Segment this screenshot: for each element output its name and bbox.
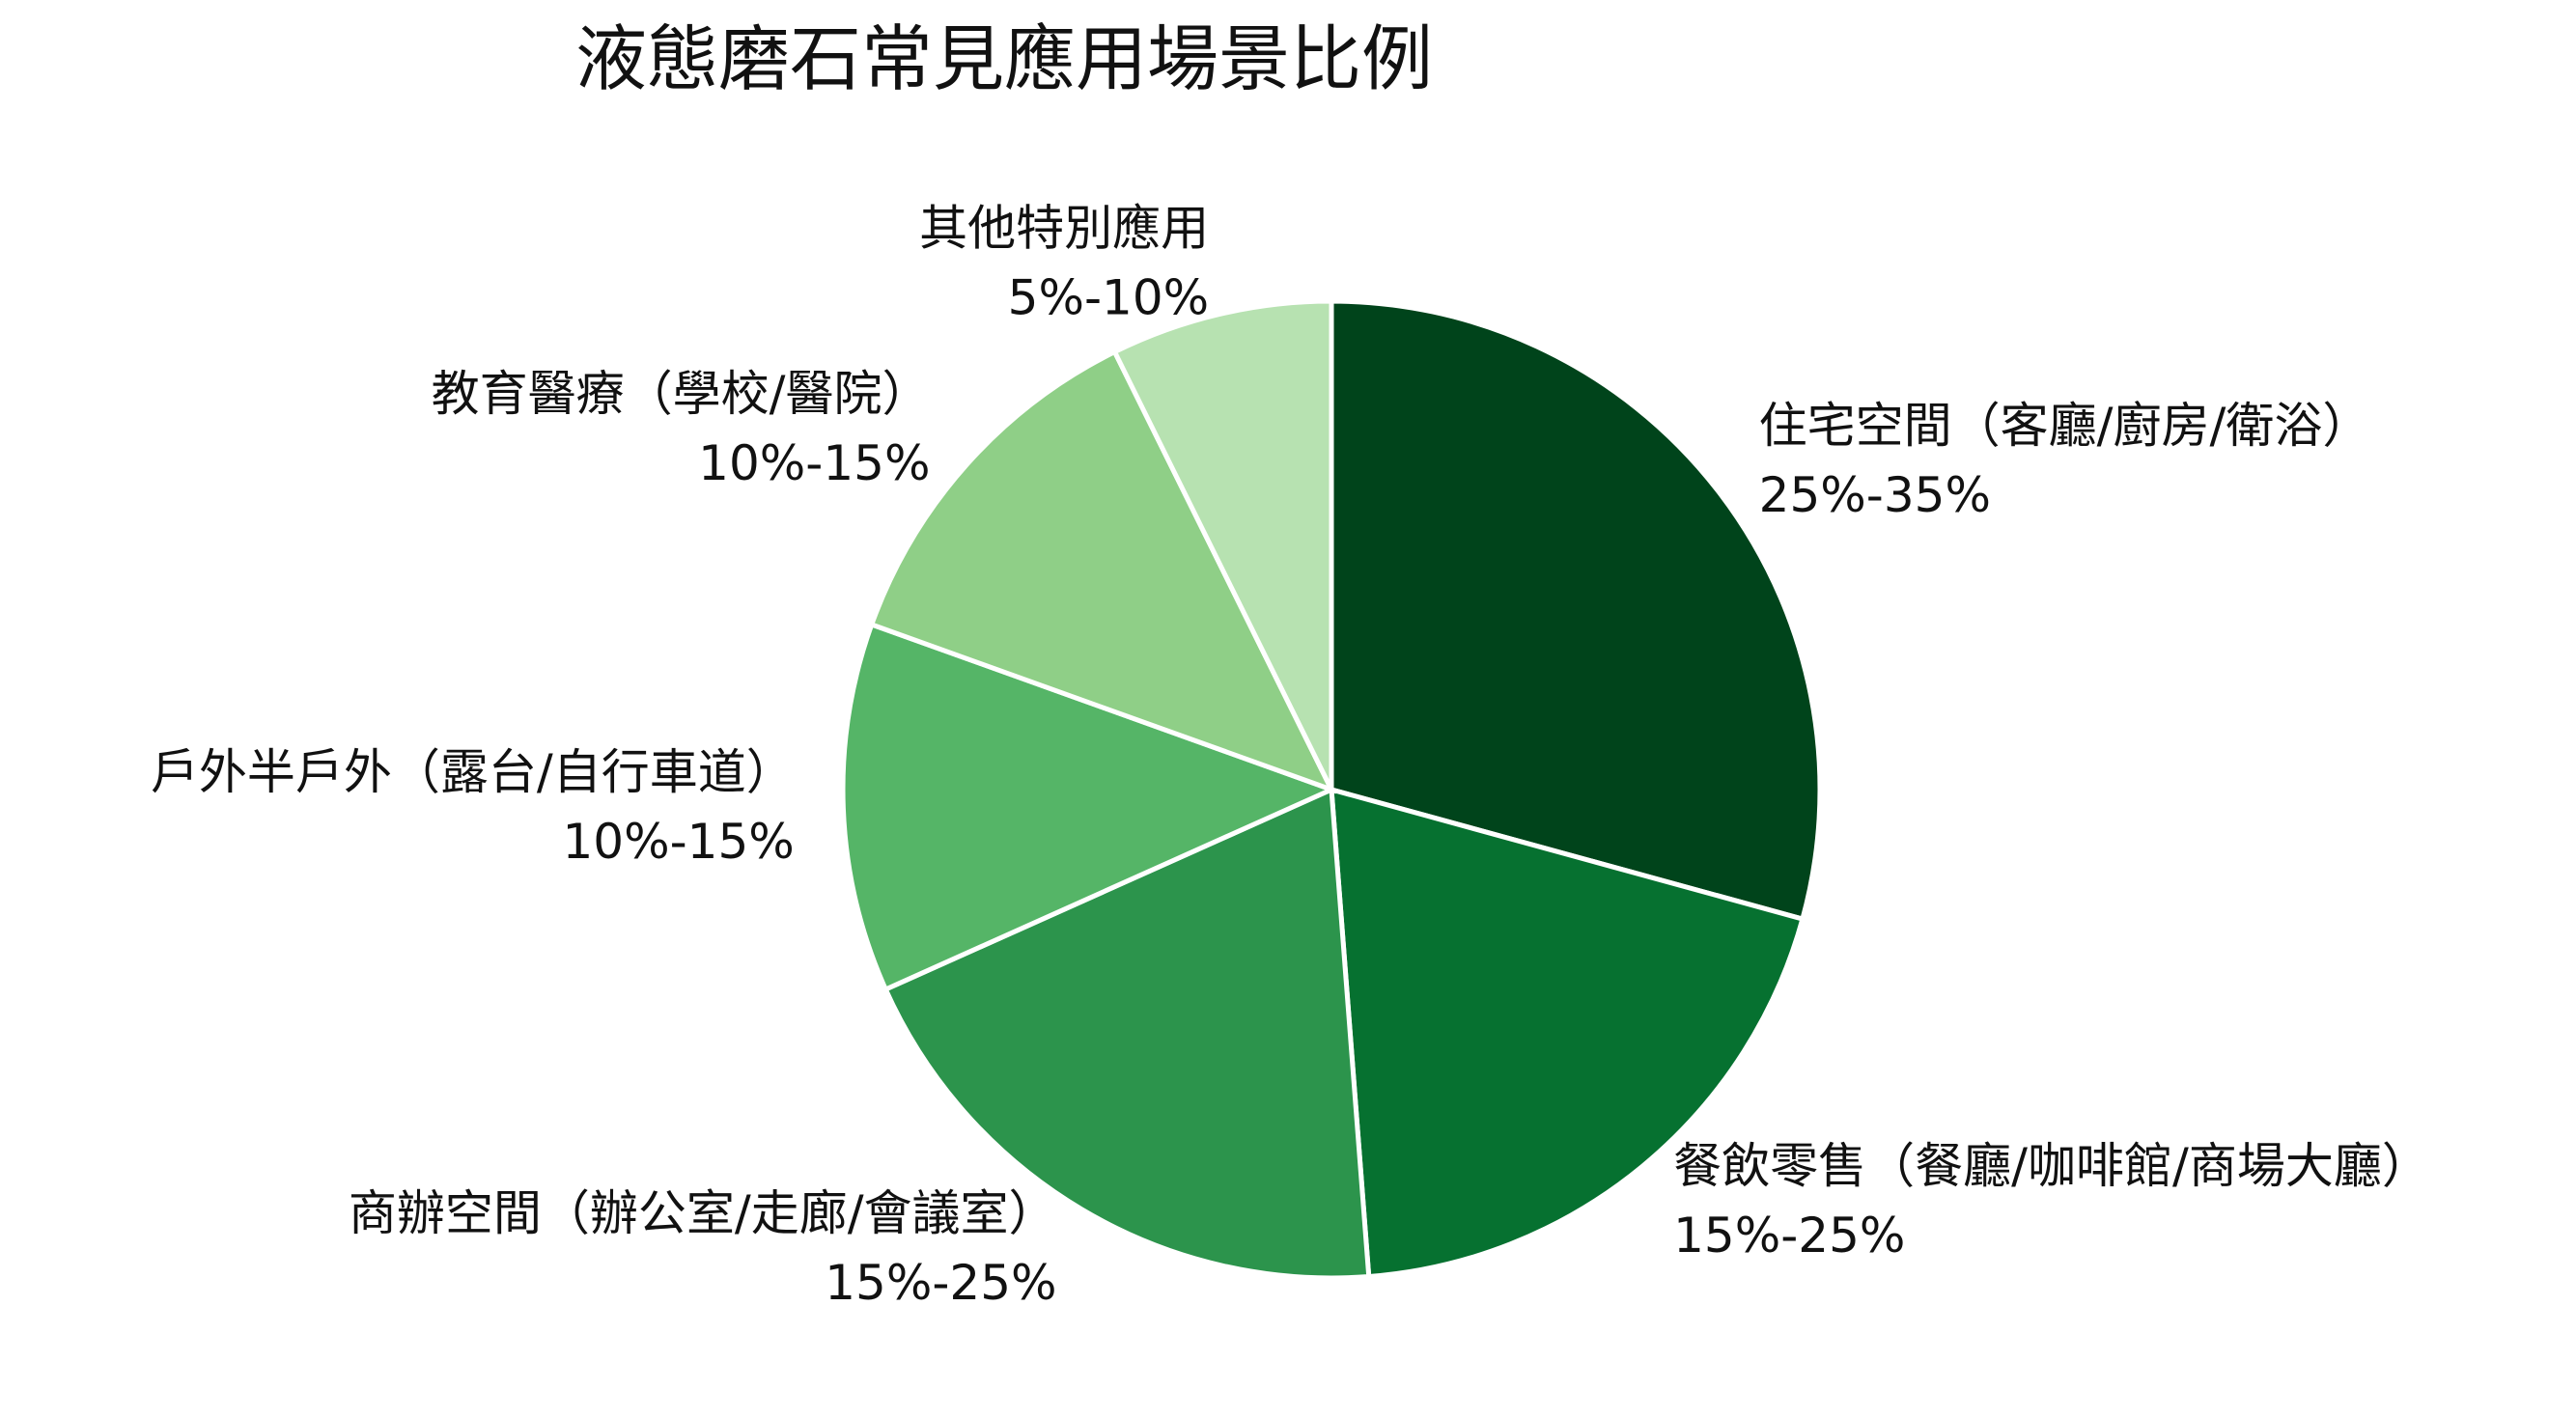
slice-label: 住宅空間（客廳/廚房/衛浴） [1759,398,2371,454]
pie-slice [840,621,1338,993]
value-label: 15%-25% [1673,1208,1905,1264]
value-label: 15%-25% [825,1255,1056,1311]
chart-title: 液態磨石常見應用場景比例 [575,18,1433,101]
slice-label: 戶外半戶外（露台/自行車道） [151,744,795,800]
slice-label: 其他特別應用 [919,201,1209,257]
pie-slice [1329,298,1823,923]
slice-label: 餐飲零售（餐廳/咖啡館/商場大廳） [1673,1138,2430,1194]
pie-slice [1329,786,1806,1280]
value-label: 5%-10% [1008,270,1210,326]
pie-slice [868,348,1336,794]
pie-slice [1111,298,1334,792]
pie-slice [882,786,1372,1281]
value-label: 10%-15% [698,435,930,491]
value-label: 25%-35% [1759,467,1991,523]
slice-label: 教育醫療（學校/醫院） [432,366,931,422]
slice-label: 商辦空間（辦公室/走廊/會議室） [349,1185,1057,1241]
value-label: 10%-15% [562,814,794,870]
